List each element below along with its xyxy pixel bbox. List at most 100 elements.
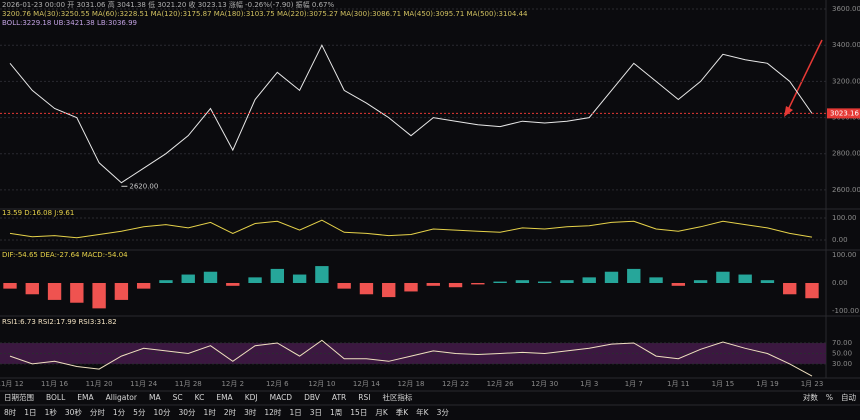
toolbar-button[interactable]: SC <box>173 393 183 402</box>
toolbar-button[interactable]: BOLL <box>46 393 66 402</box>
kdj-info: 13.59 D:16.08 J:9.61 <box>2 209 74 217</box>
toolbar-button[interactable]: KC <box>195 393 205 402</box>
macd-bar <box>671 283 686 286</box>
macd-bar <box>649 277 663 283</box>
timeframe-button[interactable]: 月K <box>375 408 388 417</box>
x-tick-label: 1月 15 <box>712 380 735 388</box>
indicator-line <box>9 339 813 377</box>
toolbar-button[interactable]: DBV <box>304 393 321 402</box>
timeframe-button[interactable]: 8时 <box>4 407 17 417</box>
timeframe-button[interactable]: 1秒 <box>45 407 58 417</box>
timeframe-button[interactable]: 30分 <box>179 408 197 417</box>
macd-bar <box>448 283 463 288</box>
x-tick-label: 1月 7 <box>625 380 643 388</box>
macd-bar <box>382 283 396 298</box>
y-tick-label: 2800.00 <box>832 150 860 158</box>
x-tick-label: 12月 26 <box>487 380 515 388</box>
x-tick-label: 1月 11 <box>667 380 690 388</box>
toolbar-button[interactable]: MACD <box>270 393 293 402</box>
timeframe-button[interactable]: 1日 <box>24 408 36 417</box>
x-tick-label: 12月 10 <box>308 380 335 388</box>
macd-bar <box>270 268 285 283</box>
toolbar-toggle[interactable]: 自动 <box>841 392 856 402</box>
toolbar-button[interactable]: ATR <box>332 393 346 402</box>
x-tick-label: 11月 16 <box>41 380 69 388</box>
timeframe-button[interactable]: 3时 <box>244 407 257 417</box>
macd-bar <box>404 283 418 292</box>
toolbar-button[interactable]: Alligator <box>106 393 138 402</box>
x-tick-label: 12月 22 <box>442 380 469 388</box>
timeframe-button[interactable]: 1时 <box>204 407 217 417</box>
y-tick-label: 0.00 <box>832 279 848 287</box>
macd-bar <box>3 283 17 289</box>
macd-bar <box>315 266 329 283</box>
x-tick-label: 11月 28 <box>175 380 202 388</box>
timeframe-button[interactable]: 5分 <box>133 408 146 417</box>
timeframe-button[interactable]: 3分 <box>437 408 450 417</box>
timeframe-button[interactable]: 2时 <box>224 407 237 417</box>
macd-bar <box>716 271 730 283</box>
macd-bar <box>203 271 218 283</box>
macd-bar <box>627 268 641 283</box>
y-tick-label: 3400.00 <box>832 41 860 49</box>
y-tick-label: -100.00 <box>832 307 859 315</box>
macd-bar <box>159 280 173 283</box>
timeframe-button[interactable]: 1日 <box>289 408 301 417</box>
timeframe-button[interactable]: 分时 <box>90 407 105 417</box>
macd-bar <box>359 283 374 295</box>
x-tick-label: 12月 2 <box>221 380 244 388</box>
macd-bar <box>693 280 708 283</box>
y-tick-label: 3200.00 <box>832 77 860 85</box>
indicator-line <box>9 219 813 239</box>
macd-bar <box>292 274 307 283</box>
x-tick-label: 1月 19 <box>756 380 779 388</box>
y-tick-label: 100.00 <box>832 251 857 259</box>
x-tick-label: 12月 6 <box>266 380 289 388</box>
toolbar-button[interactable]: EMA <box>216 393 233 402</box>
macd-bar <box>760 280 775 283</box>
y-tick-label: 100.00 <box>832 214 857 222</box>
macd-bar <box>25 283 39 295</box>
macd-bar <box>337 283 351 289</box>
macd-bar <box>738 274 752 283</box>
timeframe-button[interactable]: 10分 <box>153 408 171 417</box>
toolbar-toggle[interactable]: % <box>826 393 833 402</box>
macd-bar <box>515 280 530 283</box>
timeframe-button[interactable]: 30秒 <box>65 407 83 417</box>
y-tick-label: 70.00 <box>832 339 852 347</box>
timeframe-button[interactable]: 12时 <box>264 407 282 417</box>
toolbar-button[interactable]: EMA <box>77 393 94 402</box>
macd-bar <box>226 283 240 286</box>
x-tick-label: 12月 18 <box>397 380 424 388</box>
y-tick-label: 50.00 <box>832 349 852 357</box>
timeframe-button[interactable]: 1分 <box>113 408 126 417</box>
toolbar-toggle[interactable]: 对数 <box>803 392 818 402</box>
timeframe-button[interactable]: 季K <box>396 407 409 417</box>
macd-bar <box>47 283 62 300</box>
boll-info: BOLL:3229.18 UB:3421.38 LB:3036.99 <box>2 19 137 27</box>
x-tick-label: 11月 24 <box>130 380 158 388</box>
toolbar-button[interactable]: 社区指标 <box>382 392 412 402</box>
timeframe-button[interactable]: 年K <box>416 407 429 417</box>
macd-bar <box>181 274 195 283</box>
y-tick-label: 3600.00 <box>832 5 860 13</box>
ma-info: 3200.76 MA(30):3250.55 MA(60):3228.51 MA… <box>2 10 528 18</box>
toolbar-button[interactable]: MA <box>149 393 161 402</box>
macd-bar <box>70 283 84 303</box>
y-tick-label: 2600.00 <box>832 186 860 194</box>
price-line <box>9 44 813 184</box>
toolbar-button[interactable]: KDJ <box>245 393 258 402</box>
macd-bar <box>114 283 129 300</box>
rsi-info: RSI1:6.73 RSI2:17.99 RSI3:31.82 <box>2 318 117 326</box>
timeframe-button[interactable]: 3日 <box>310 408 322 417</box>
toolbar-button[interactable]: 日期范围 <box>4 392 34 402</box>
timeframe-button[interactable]: 1周 <box>330 408 342 417</box>
toolbar-button[interactable]: RSI <box>358 393 370 402</box>
timeframe-button[interactable]: 15日 <box>350 408 367 417</box>
y-tick-label: 30.00 <box>832 360 852 368</box>
x-tick-label: 11月 12 <box>0 380 24 388</box>
x-tick-label: 11月 20 <box>86 380 113 388</box>
y-tick-label: 0.00 <box>832 236 848 244</box>
macd-bar <box>248 277 262 283</box>
macd-info: DIF:-54.65 DEA:-27.64 MACD:-54.04 <box>2 251 128 259</box>
